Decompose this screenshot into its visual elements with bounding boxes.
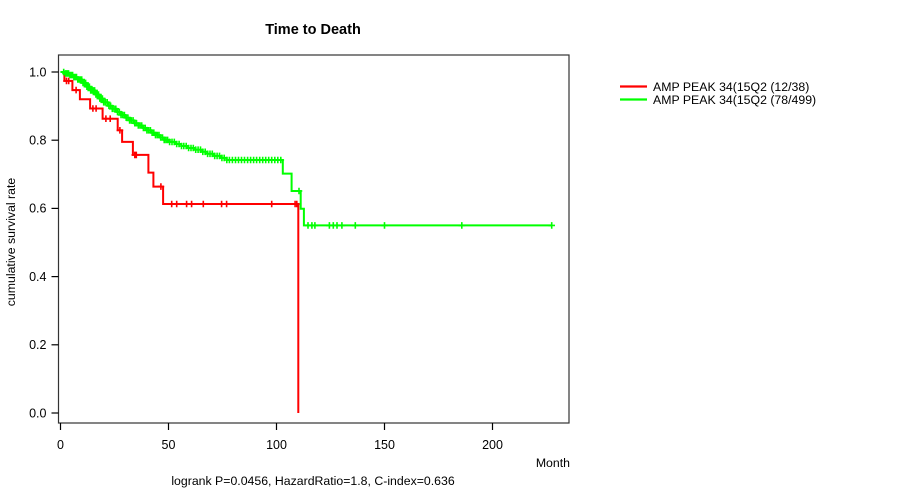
survival-curves xyxy=(60,68,555,413)
x-tick-label: 150 xyxy=(374,438,395,452)
censor-marks-group1 xyxy=(63,77,301,208)
y-tick-label: 0.6 xyxy=(29,202,46,216)
caption-stats: logrank P=0.0456, HazardRatio=1.8, C-ind… xyxy=(171,474,455,488)
y-tick-label: 0.2 xyxy=(29,338,46,352)
x-tick-label: 100 xyxy=(266,438,287,452)
legend: AMP PEAK 34(15Q2 (12/38) AMP PEAK 34(15Q… xyxy=(620,80,816,107)
x-tick-label: 200 xyxy=(482,438,503,452)
legend-label-group1: AMP PEAK 34(15Q2 (12/38) xyxy=(653,80,809,94)
legend-label-group2: AMP PEAK 34(15Q2 (78/499) xyxy=(653,93,816,107)
x-axis-label: Month xyxy=(536,456,570,470)
x-tick-label: 0 xyxy=(57,438,64,452)
chart-title: Time to Death xyxy=(265,22,361,38)
y-tick-label: 0.4 xyxy=(29,270,46,284)
x-axis: 0 50 100 150 200 xyxy=(57,423,503,452)
y-tick-label: 0.0 xyxy=(29,406,46,420)
y-tick-label: 0.8 xyxy=(29,134,46,148)
y-axis: 0.0 0.2 0.4 0.6 0.8 1.0 xyxy=(29,65,59,420)
y-axis-label: cumulative survival rate xyxy=(4,178,18,307)
x-tick-label: 50 xyxy=(162,438,176,452)
censor-marks-group2 xyxy=(60,68,555,229)
plot-frame xyxy=(57,54,570,424)
y-tick-label: 1.0 xyxy=(29,65,46,79)
